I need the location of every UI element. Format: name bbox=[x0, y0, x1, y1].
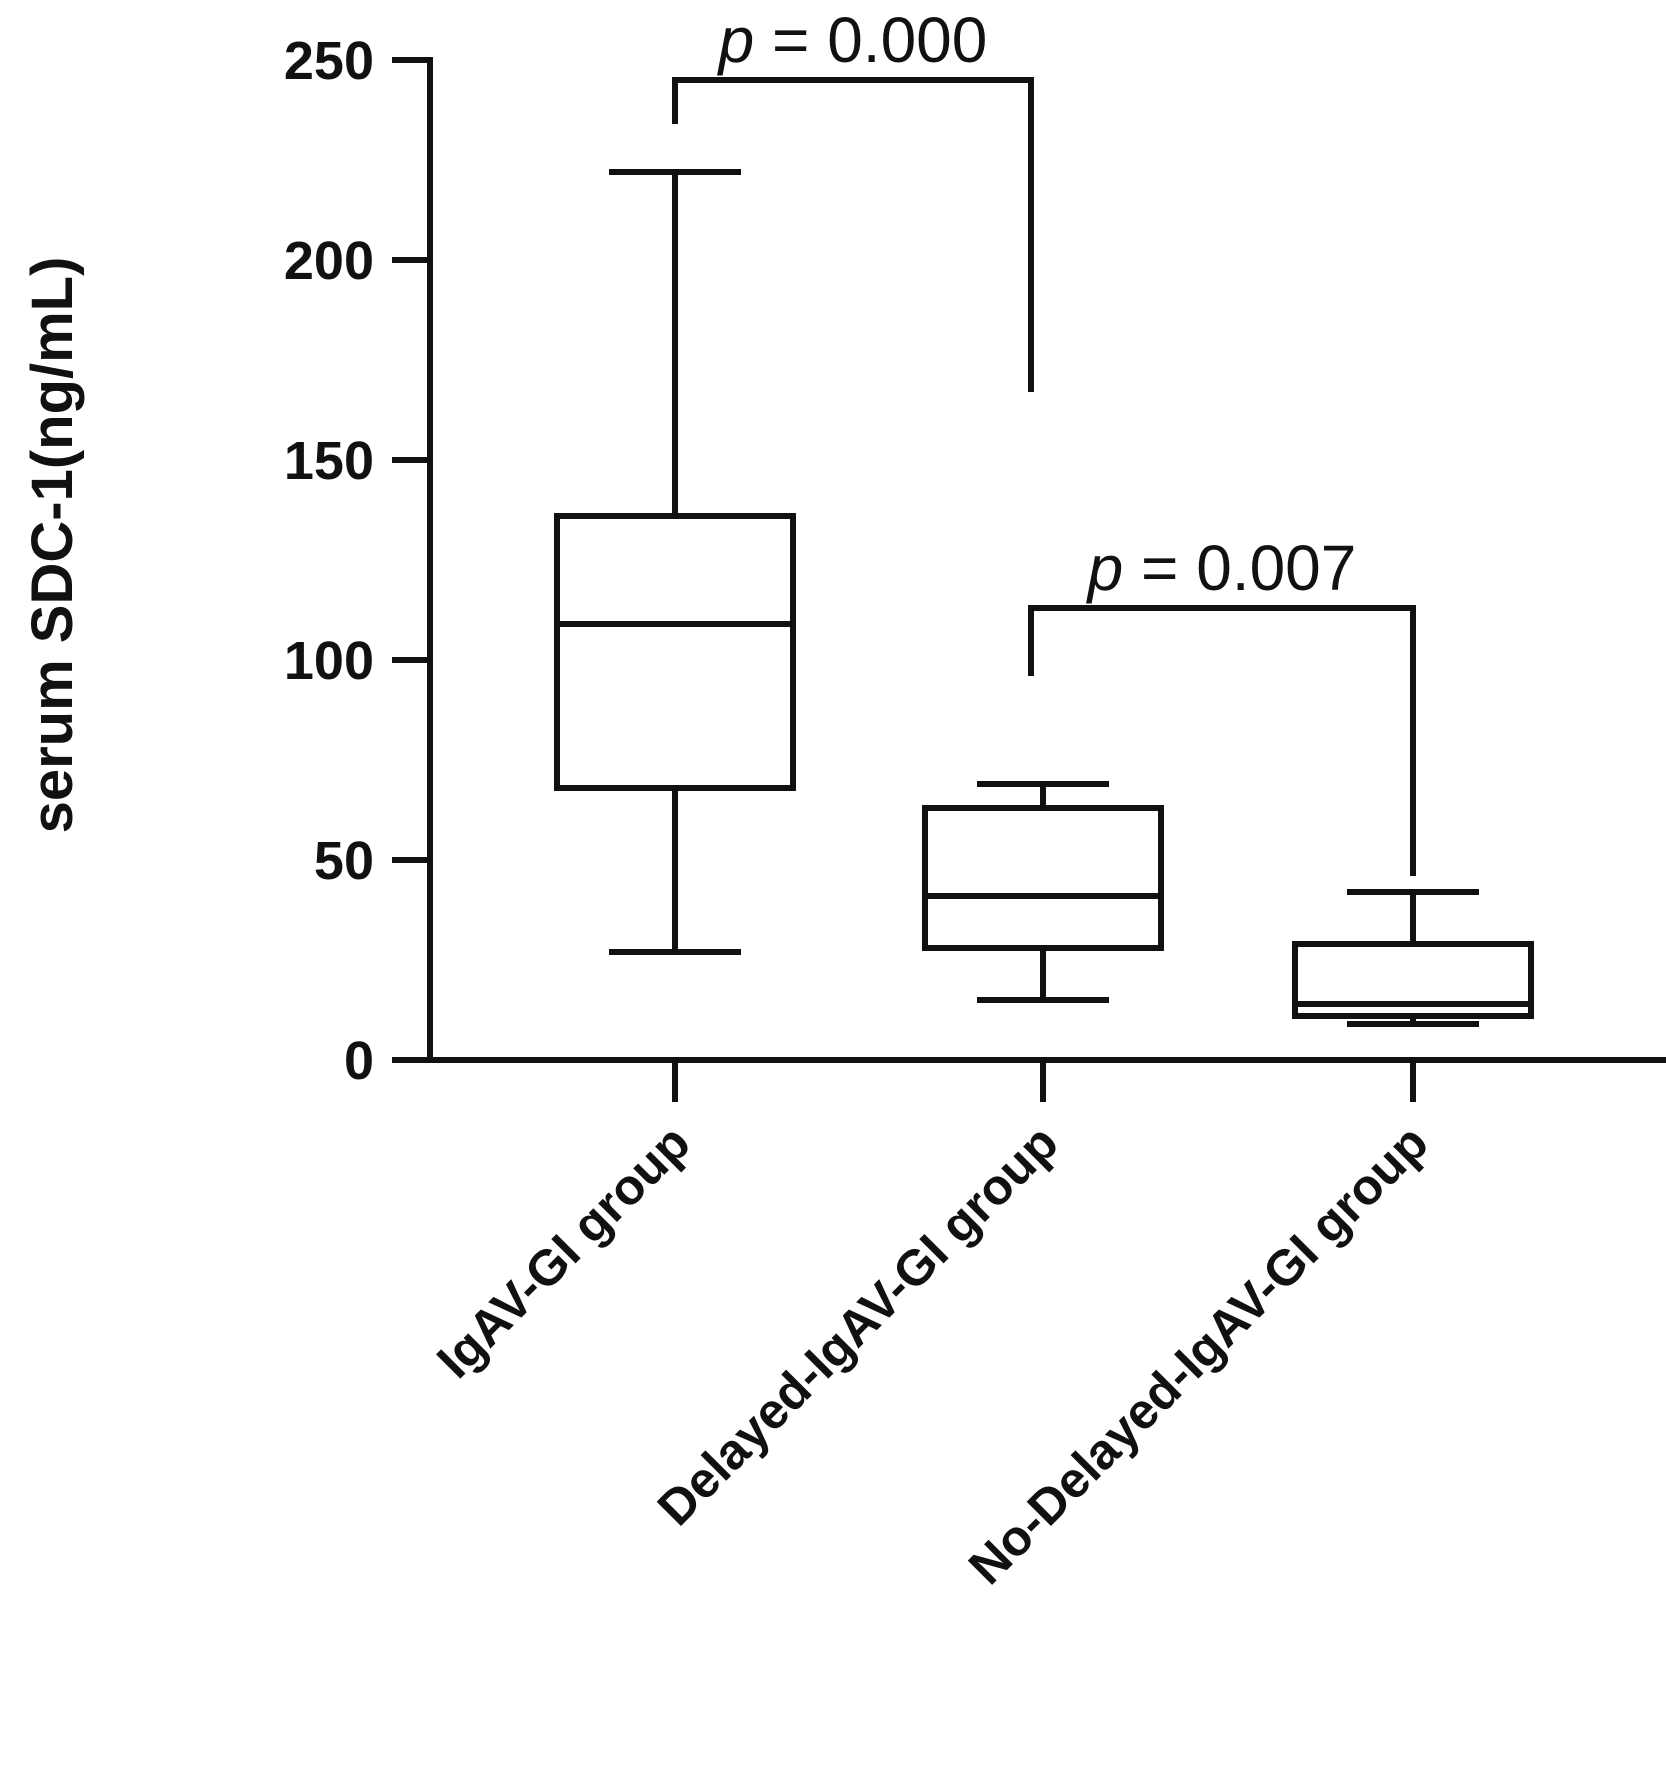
iqr-box bbox=[922, 805, 1164, 951]
p-value-label: p = 0.007 bbox=[1086, 532, 1357, 604]
y-tick-label: 200 bbox=[284, 231, 374, 291]
y-tick-label: 250 bbox=[284, 31, 374, 91]
p-value: = 0.000 bbox=[754, 4, 987, 76]
axes bbox=[427, 57, 1666, 1063]
bracket-line bbox=[672, 77, 1034, 392]
comparison-bracket: p = 0.007 bbox=[1028, 532, 1416, 876]
y-tick-label: 100 bbox=[284, 631, 374, 691]
bracket-line bbox=[1028, 605, 1416, 876]
box-group bbox=[554, 169, 796, 955]
y-tick-label: 50 bbox=[314, 831, 374, 891]
y-tick-label: 0 bbox=[344, 1031, 374, 1091]
box-group bbox=[922, 781, 1164, 1003]
y-ticks: 0 50 100 150 200 250 bbox=[284, 31, 430, 1091]
y-tick-label: 150 bbox=[284, 431, 374, 491]
boxes bbox=[554, 169, 1534, 1027]
iqr-box bbox=[1292, 941, 1534, 1019]
x-tick-label: Delayed-IgAV-GI group bbox=[647, 1114, 1069, 1536]
x-tick-label: IgAV-GI group bbox=[426, 1114, 701, 1389]
p-value: = 0.007 bbox=[1123, 532, 1356, 604]
iqr-box bbox=[554, 513, 796, 791]
p-symbol: p bbox=[717, 4, 755, 76]
comparison-bracket: p = 0.000 bbox=[672, 4, 1034, 392]
p-symbol: p bbox=[1086, 532, 1124, 604]
y-axis-label: serum SDC-1(ng/mL) bbox=[20, 257, 85, 834]
box-group bbox=[1292, 889, 1534, 1027]
p-value-label: p = 0.000 bbox=[717, 4, 988, 76]
